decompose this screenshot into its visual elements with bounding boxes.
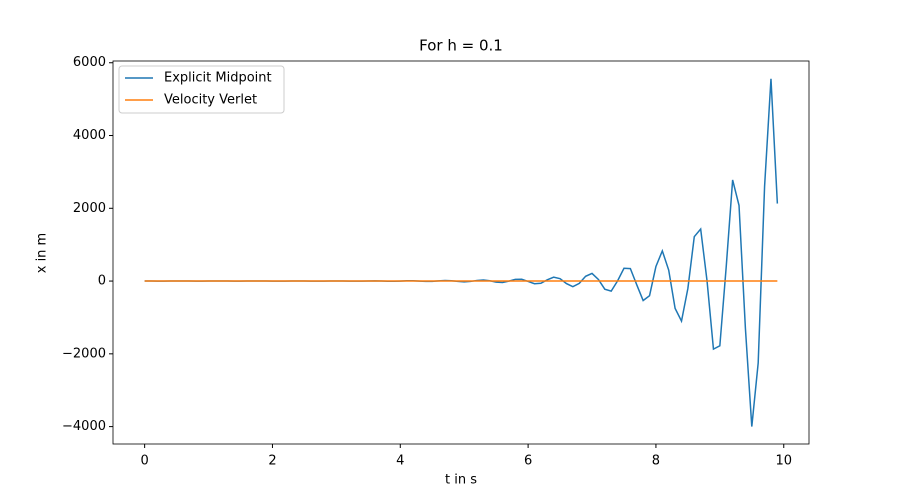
y-tick-label: 6000 (73, 55, 106, 70)
chart-title: For h = 0.1 (419, 37, 503, 55)
plot-frame (112, 60, 810, 445)
y-tick-label: −4000 (62, 419, 106, 434)
legend-label: Velocity Verlet (164, 93, 257, 108)
legend-box (118, 65, 285, 114)
y-tick-label: 2000 (73, 201, 106, 216)
y-tick-label: 4000 (73, 128, 106, 143)
x-tick-label: 10 (775, 454, 792, 469)
x-tick-label: 0 (140, 454, 148, 469)
y-tick-label: 0 (98, 274, 106, 289)
y-tick-label: −2000 (62, 346, 106, 361)
x-tick-label: 6 (524, 454, 532, 469)
x-tick-label: 8 (652, 454, 660, 469)
legend-label: Explicit Midpoint (164, 71, 272, 86)
x-axis-label: t in s (445, 473, 477, 488)
x-tick-label: 2 (268, 454, 276, 469)
x-tick-label: 4 (396, 454, 404, 469)
y-axis-label: x in m (35, 233, 50, 273)
